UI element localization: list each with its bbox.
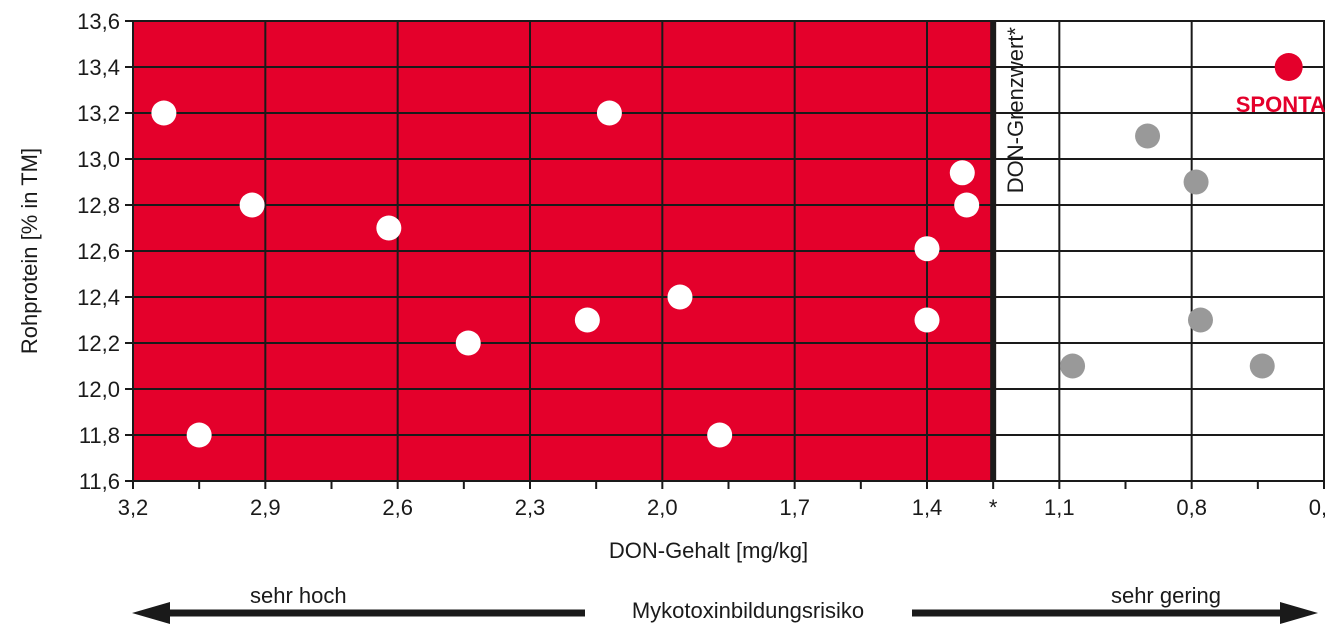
x-tick-label-3: 2,3 [515, 495, 546, 520]
series-1-point-2 [1183, 169, 1209, 195]
series-0-point-10 [914, 307, 940, 333]
y-tick-label-2: 12,0 [77, 377, 120, 402]
x-tick-label-0: 3,2 [118, 495, 149, 520]
y-axis-ticks: 11,6 11,8 12,0 12,2 12,4 12,6 12,8 13,0 13,2 13,4… [77, 9, 133, 494]
x-tick-label-5: 1,7 [779, 495, 810, 520]
x-tick-label-6: 1,4 [912, 495, 943, 520]
x-tick-label-1: 2,9 [250, 495, 281, 520]
risk-scale-title: Mykotoxinbildungsrisiko [632, 598, 864, 623]
threshold-tick-label: * [989, 495, 998, 520]
y-tick-label-4: 12,4 [77, 285, 120, 310]
x-tick-label-4: 2,0 [647, 495, 678, 520]
risk-right-label: sehr gering [1111, 583, 1221, 608]
x-tick-label-9: 0,5 [1309, 495, 1325, 520]
y-tick-label-8: 13,2 [77, 101, 120, 126]
risk-arrow-left-head [132, 602, 170, 624]
threshold-label: DON-Grenzwert* [1003, 27, 1028, 194]
y-tick-label-6: 12,8 [77, 193, 120, 218]
series-0-point-7 [667, 284, 693, 310]
y-tick-label-0: 11,6 [79, 469, 120, 494]
y-tick-label-1: 11,8 [79, 423, 120, 448]
y-tick-label-5: 12,6 [77, 239, 120, 264]
data-points [151, 53, 1303, 448]
series-1-point-3 [1187, 307, 1213, 333]
y-tick-label-7: 13,0 [77, 147, 120, 172]
series-0-point-4 [455, 330, 481, 356]
series-0-point-3 [376, 215, 402, 241]
x-axis-title: DON-Gehalt [mg/kg] [609, 538, 808, 563]
series-1-point-1 [1135, 123, 1161, 149]
series-0-point-1 [186, 422, 212, 448]
series-0-point-2 [239, 192, 265, 218]
series-0-point-0 [151, 100, 177, 126]
spontan-point [1274, 53, 1303, 81]
series-1-point-4 [1249, 353, 1275, 379]
series-0-point-8 [707, 422, 733, 448]
series-0-point-9 [914, 236, 940, 262]
series-0-point-6 [596, 100, 622, 126]
series-0-point-5 [574, 307, 600, 333]
y-axis-title: Rohprotein [% in TM] [17, 148, 42, 354]
risk-arrow-right-head [1280, 602, 1318, 624]
x-tick-label-8: 0,8 [1176, 495, 1207, 520]
y-tick-label-10: 13,6 [77, 9, 120, 34]
y-tick-label-3: 12,2 [77, 331, 120, 356]
series-0-point-12 [954, 192, 980, 218]
risk-left-label: sehr hoch [250, 583, 347, 608]
x-axis-ticks: 3,2 2,9 2,6 2,3 2,0 1,7 1,4 1,1 0,8 0,5 [118, 481, 1325, 520]
series-0-point-11 [949, 160, 975, 186]
risk-scale: sehr hoch Mykotoxinbildungsrisiko sehr g… [132, 583, 1318, 624]
series-1-point-0 [1060, 353, 1086, 379]
y-tick-label-9: 13,4 [77, 55, 120, 80]
x-tick-label-7: 1,1 [1044, 495, 1075, 520]
spontan-label: SPONTAN [1236, 92, 1325, 117]
x-tick-label-2: 2,6 [382, 495, 413, 520]
threshold-group: DON-Grenzwert* * [989, 21, 1028, 520]
